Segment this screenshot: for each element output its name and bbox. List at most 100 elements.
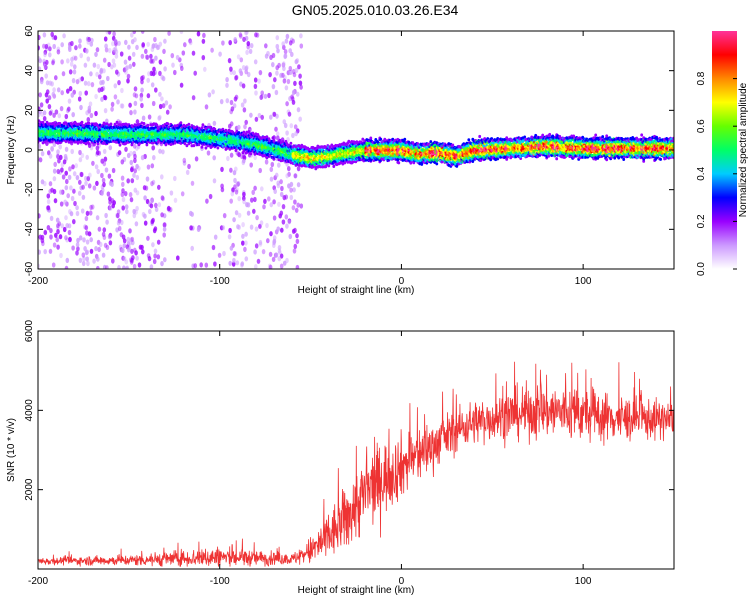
spectrogram-cell: [115, 120, 119, 124]
spectrogram-cell: [68, 236, 72, 242]
spectrogram-cell: [84, 225, 89, 231]
spectrogram-cell: [120, 159, 125, 165]
spectrogram-cell: [96, 142, 100, 146]
spectrogram-cell: [142, 185, 147, 191]
spectrogram-cell: [190, 144, 194, 148]
spectrogram-cell: [141, 42, 145, 48]
spectrogram-cell: [56, 223, 60, 229]
spectrogram-cell: [101, 252, 106, 258]
spectrogram-cell: [95, 215, 100, 221]
spectrogram-cell: [47, 104, 52, 110]
spectrogram-cell: [126, 73, 131, 79]
spectrogram-cell: [397, 161, 401, 165]
spectrogram-cell: [230, 191, 235, 197]
spectrogram-cell: [167, 205, 171, 211]
spectrogram-cell: [267, 196, 271, 202]
spectrogram-cell: [78, 235, 83, 241]
spectrogram-cell: [281, 41, 286, 47]
spectrogram-cell: [84, 90, 88, 96]
spectrogram-cell: [249, 112, 253, 118]
spectrogram-cell: [293, 243, 298, 249]
spectrogram-cell: [268, 72, 272, 78]
spectrogram-cell: [234, 210, 239, 216]
spectrogram-cell: [143, 220, 148, 226]
spectrogram-cell: [232, 70, 236, 76]
spectrogram-cell: [125, 209, 129, 215]
spectrogram-cell: [140, 155, 145, 161]
spectrogram-cell: [162, 48, 166, 55]
spectrogram-cell: [157, 184, 161, 190]
spectrogram-cell: [85, 249, 89, 255]
spectrogram-cell: [227, 234, 232, 240]
spectrogram-cell: [236, 224, 240, 230]
spectrogram-cell: [68, 69, 73, 75]
spectrogram-cell: [78, 38, 82, 44]
spectrogram-cell: [132, 172, 136, 178]
spectrogram-cell: [71, 164, 75, 170]
spectrogram-cell: [273, 188, 278, 194]
spectrogram-cell: [130, 167, 134, 173]
spectrogram-cell: [279, 72, 284, 78]
spectrogram-cell: [287, 219, 292, 225]
spectrogram-cell: [179, 121, 183, 125]
spectrogram-cell: [206, 125, 210, 129]
spectrogram-cell: [190, 245, 194, 251]
spectrogram-cell: [46, 193, 51, 199]
spectrogram-cell: [187, 122, 191, 126]
spectrogram-cell: [245, 49, 249, 56]
spectrogram-cell: [103, 156, 108, 162]
spectrogram-cell: [272, 199, 276, 205]
spectrogram-cell: [240, 153, 244, 160]
spectrogram-cell: [219, 99, 224, 105]
spectrogram-cell: [76, 237, 80, 243]
spectrogram-cell: [65, 257, 70, 263]
spectrogram-cell: [263, 93, 268, 99]
spectrogram-cell: [94, 51, 98, 58]
spectrogram-cell: [230, 106, 235, 112]
spectrogram-cell: [110, 106, 114, 112]
spectrogram-cell: [78, 77, 82, 83]
spectrogram-cell: [158, 148, 162, 154]
spectrogram-cell: [135, 119, 140, 125]
spectrogram-cell: [118, 143, 122, 147]
spectrogram-cell: [42, 110, 47, 116]
spectrogram-cell: [67, 174, 72, 180]
spectrogram-cell: [295, 238, 300, 244]
spectrogram-cell: [132, 208, 136, 215]
spectrogram-cell: [102, 161, 107, 167]
spectrogram-cell: [149, 203, 154, 209]
spectrogram-cell: [48, 153, 53, 159]
spectrogram-cell: [200, 126, 204, 130]
spectrogram-cell: [85, 110, 89, 116]
spectrogram-cell: [108, 145, 113, 151]
spectrogram-cell: [103, 242, 108, 248]
spectrogram-cell: [151, 145, 156, 151]
spectrogram-cell: [183, 42, 187, 48]
spectrogram-cell: [270, 161, 275, 168]
spectrogram-cell: [173, 197, 178, 203]
spectrogram-cell: [151, 100, 156, 107]
spectrogram-cell: [74, 45, 78, 51]
spectrogram-cell: [48, 110, 53, 116]
spectrogram-cell: [225, 98, 230, 104]
spectrogram-cell: [232, 257, 236, 264]
spectrogram-cell: [285, 33, 290, 40]
spectrogram-cell: [72, 171, 77, 177]
spectrogram-cell: [278, 249, 282, 255]
spectrogram-cell: [229, 99, 234, 106]
spectrogram-cell: [193, 70, 197, 76]
spectrogram-cell: [278, 138, 282, 142]
spectrogram-cell: [299, 84, 303, 90]
spectrogram-cell: [242, 154, 246, 160]
spectrogram-cell: [67, 229, 72, 236]
spectrogram-cell: [67, 44, 72, 51]
spectrogram-cell: [129, 110, 133, 116]
spectrogram-cell: [153, 253, 157, 259]
spectrogram-cell: [102, 148, 107, 154]
spectrogram-cell: [86, 56, 91, 62]
spectrogram-cell: [75, 250, 79, 256]
spectrogram-cell: [265, 135, 269, 139]
spectrogram-cell: [253, 185, 257, 191]
spectrogram-cell: [272, 111, 277, 117]
spectrogram-cell: [94, 246, 98, 252]
